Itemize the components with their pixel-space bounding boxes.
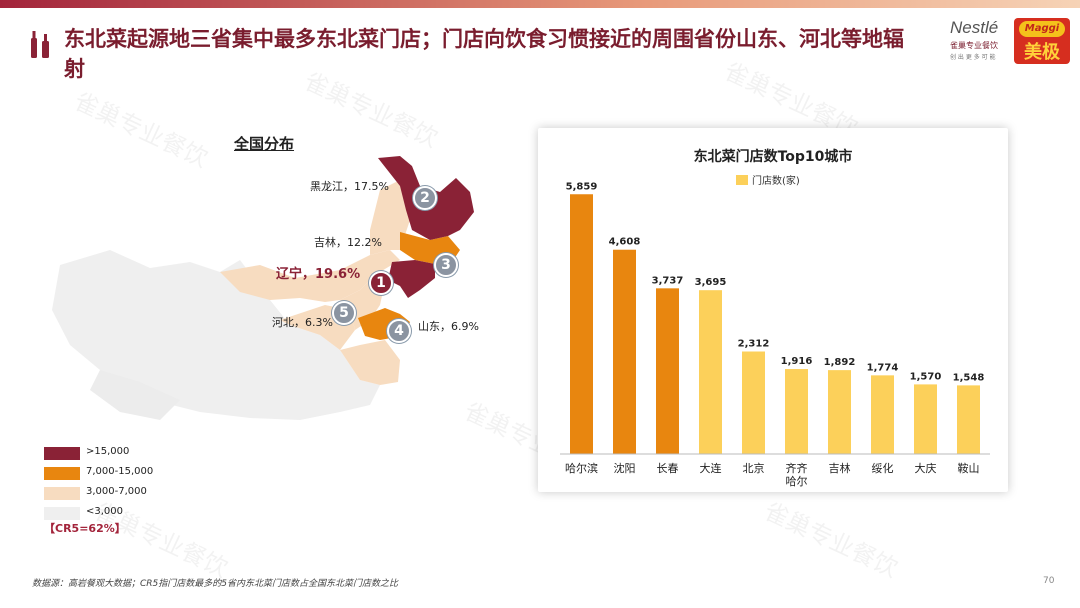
legend-swatch-low	[44, 507, 80, 520]
maggi-wordmark: Maggi	[1019, 21, 1065, 37]
rank-badge-jilin: 3	[434, 253, 458, 277]
bar-value-label: 1,570	[910, 371, 942, 382]
legend-label: 3,000-7,000	[86, 486, 147, 497]
map-region-mid-west	[220, 250, 400, 302]
bar-value-label: 4,608	[609, 237, 641, 248]
legend-swatch-high	[44, 447, 80, 460]
bar-value-label: 3,737	[652, 275, 684, 286]
wine-bottle-icon	[31, 31, 49, 58]
category-label: 大庆	[915, 461, 937, 475]
legend-label: 门店数(家)	[752, 174, 800, 187]
label-liaoning: 辽宁，19.6%	[276, 267, 361, 282]
cr5-note: 【CR5=62%】	[44, 522, 126, 535]
bar-3	[699, 290, 722, 454]
map-region-mid-east	[340, 340, 400, 385]
bar-1	[613, 249, 636, 454]
nestle-tagline: 创 出 更 多 可 能	[950, 54, 996, 61]
label-heilongjiang: 黑龙江，17.5%	[310, 180, 389, 193]
map-title: 全国分布	[234, 135, 295, 153]
bar-value-label: 1,892	[824, 357, 856, 368]
bar-5	[785, 369, 808, 454]
bar-2	[656, 288, 679, 454]
watermark: 雀巢专业餐饮	[759, 496, 903, 583]
legend-swatch-mid	[44, 487, 80, 500]
category-label: 沈阳	[614, 461, 636, 475]
nestle-subtitle: 雀巢专业餐饮	[950, 41, 998, 50]
rank-badge-hebei: 5	[332, 301, 356, 325]
category-label: 鞍山	[958, 461, 980, 475]
label-shandong: 山东，6.9%	[418, 320, 479, 333]
chart-title: 东北菜门店数Top10城市	[694, 148, 853, 165]
rank-badge-heilongjiang: 2	[413, 186, 437, 210]
footnote-source: 数据源：高岩餐观大数据；CR5指门店数最多的5省内东北菜门店数占全国东北菜门店数…	[32, 579, 398, 589]
map-region-low-southwest	[90, 370, 180, 420]
bar-value-label: 1,916	[781, 356, 813, 367]
bar-value-label: 3,695	[695, 277, 727, 288]
legend-label: >15,000	[86, 446, 130, 457]
bar-value-label: 2,312	[738, 339, 770, 350]
nestle-logo: Nestlé 雀巢专业餐饮 创 出 更 多 可 能	[944, 18, 1010, 64]
bar-value-label: 1,548	[953, 372, 985, 383]
bar-0	[570, 194, 593, 454]
legend-label: 7,000-15,000	[86, 466, 154, 477]
category-label: 长春	[657, 462, 679, 475]
bar-9	[957, 385, 980, 454]
category-label: 吉林	[829, 461, 851, 475]
bar-7	[871, 375, 894, 454]
slide-title: 东北菜起源地三省集中最多东北菜门店；门店向饮食习惯接近的周围省份山东、河北等地辐…	[64, 27, 904, 81]
category-label: 哈尔滨	[565, 461, 598, 475]
category-label: 哈尔	[786, 475, 808, 488]
rank-badge-shandong: 4	[387, 319, 411, 343]
bar-6	[828, 370, 851, 454]
top-accent-bar	[0, 0, 1080, 8]
page-number: 70	[1043, 576, 1055, 586]
china-map	[52, 156, 474, 420]
bar-chart-panel: 东北菜门店数Top10城市门店数(家) 5,859 哈尔滨 4,608 沈阳 3,737 长…	[538, 128, 1008, 492]
bar-value-label: 1,774	[867, 362, 899, 373]
legend-swatch-mid-high	[44, 467, 80, 480]
category-label: 北京	[743, 461, 765, 475]
bar-8	[914, 384, 937, 454]
legend-swatch	[736, 175, 748, 185]
category-label: 大连	[700, 461, 722, 475]
maggi-chinese-name: 美极	[1024, 42, 1060, 63]
category-label: 绥化	[872, 461, 894, 475]
rank-badge-liaoning: 1	[369, 271, 393, 295]
nestle-wordmark: Nestlé	[950, 18, 999, 37]
bar-4	[742, 351, 765, 454]
map-region-liaoning	[388, 260, 435, 298]
category-label: 齐齐	[786, 461, 808, 475]
brand-logos: Nestlé 雀巢专业餐饮 创 出 更 多 可 能 Maggi 美极	[944, 18, 1072, 64]
legend-label: <3,000	[86, 506, 124, 517]
map-region-low	[52, 250, 380, 420]
maggi-logo: Maggi 美极	[1014, 18, 1070, 64]
label-jilin: 吉林，12.2%	[314, 236, 382, 249]
bar-value-label: 5,859	[566, 181, 598, 192]
label-hebei: 河北，6.3%	[272, 316, 333, 329]
